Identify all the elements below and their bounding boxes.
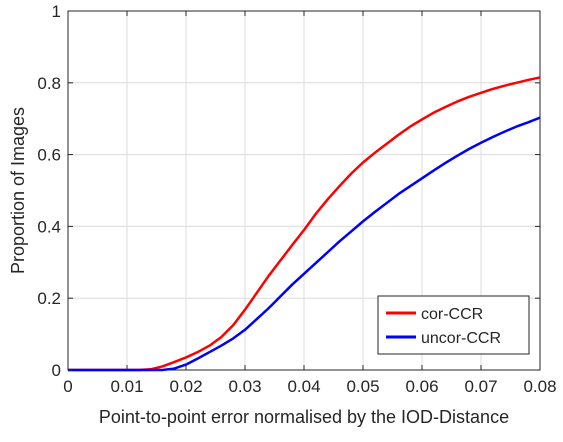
legend: cor-CCR uncor-CCR [377,295,530,355]
x-tick-label: 0.01 [110,377,143,396]
series-line-uncor-ccr [68,116,541,372]
x-tick-label: 0.04 [287,377,320,396]
legend-label-cor-ccr: cor-CCR [421,306,483,323]
axis-ticks: 0 0.01 0.02 0.03 0.04 0.05 0.06 0.07 0.08 0 0.2 0.4… [37,2,556,396]
x-axis-label: Point-to-point error normalised by the I… [99,407,509,427]
x-tick-label: 0.03 [228,377,261,396]
x-tick-label: 0.02 [169,377,202,396]
y-tick-label: 0.8 [37,74,61,93]
series-lines [68,76,541,372]
y-tick-label: 1 [52,2,61,21]
x-tick-label: 0 [63,377,72,396]
legend-box [377,295,530,355]
y-tick-label: 0 [52,361,61,380]
y-axis-label: Proportion of Images [8,107,28,274]
x-tick-label: 0.06 [405,377,438,396]
x-tick-label: 0.07 [464,377,497,396]
y-tick-label: 0.6 [37,146,61,165]
y-tick-label: 0.4 [37,217,61,236]
legend-label-uncor-ccr: uncor-CCR [421,330,501,347]
x-tick-label: 0.05 [346,377,379,396]
y-tick-label: 0.2 [37,289,61,308]
series-line-cor-ccr [68,76,541,372]
x-tick-label: 0.08 [523,377,556,396]
